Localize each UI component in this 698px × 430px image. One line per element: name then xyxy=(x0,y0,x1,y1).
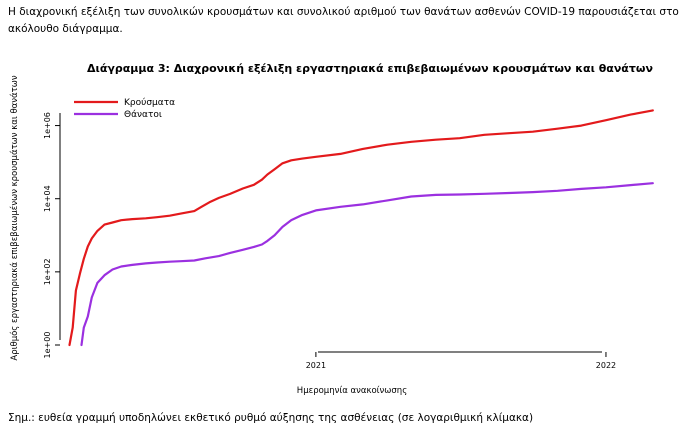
series-line-deaths xyxy=(80,182,654,347)
y-axis-label: Αριθμός εργαστηριακά επιβεβαιωμένων κρου… xyxy=(9,75,20,360)
chart-title: Διάγραμμα 3: Διαχρονική εξέλιξη εργαστηρ… xyxy=(87,62,653,75)
x-axis-label: Ημερομηνία ανακοίνωσης xyxy=(297,386,407,396)
legend: Κρούσματα Θάνατοι xyxy=(74,97,175,120)
footnote: Σημ.: ευθεία γραμμή υποδηλώνει εκθετικό … xyxy=(8,412,534,424)
legend-label-cases: Κρούσματα xyxy=(124,97,175,108)
legend-label-deaths: Θάνατοι xyxy=(124,110,162,120)
y-tick-label: 1e+02 xyxy=(43,258,52,285)
y-tick-label: 1e+00 xyxy=(43,332,52,359)
x-tick-label: 2022 xyxy=(596,361,616,370)
y-tick-label: 1e+06 xyxy=(43,112,52,139)
x-tick-label: 2021 xyxy=(306,361,326,370)
series-line-cases xyxy=(68,109,654,347)
y-tick-label: 1e+04 xyxy=(43,185,52,212)
intro-text: Η διαχρονική εξέλιξη των συνολικών κρουσ… xyxy=(8,6,679,35)
